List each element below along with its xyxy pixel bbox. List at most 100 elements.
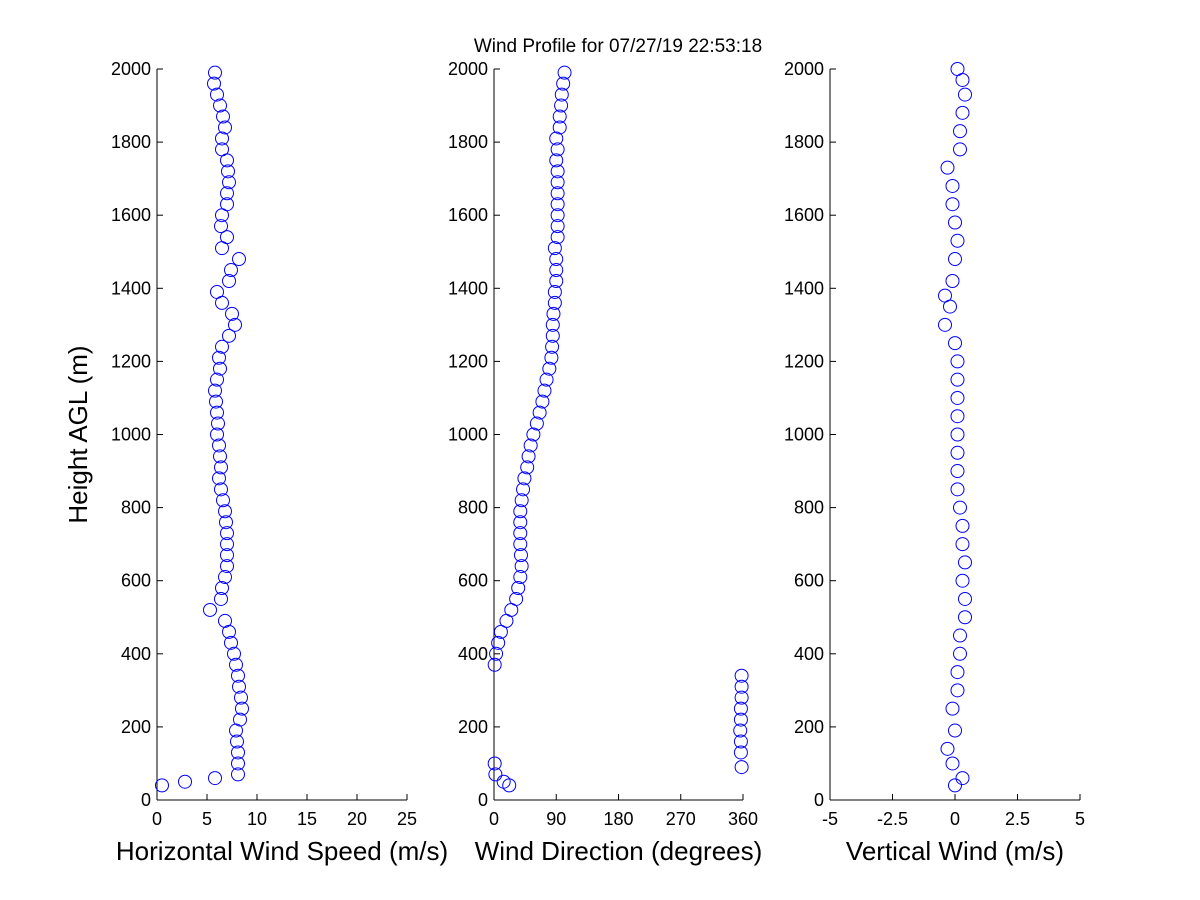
- point: [231, 668, 245, 683]
- point: [487, 657, 502, 672]
- point: [215, 142, 229, 157]
- y-tick-label: 2000: [448, 59, 488, 79]
- y-tick-label: 1800: [111, 132, 151, 152]
- x-axis-label: Horizontal Wind Speed (m/s): [116, 836, 448, 866]
- point: [208, 65, 222, 80]
- point: [529, 416, 544, 431]
- point: [233, 712, 247, 727]
- x-tick-label: 180: [603, 809, 633, 829]
- point: [955, 537, 970, 552]
- y-tick-label: 0: [814, 790, 824, 810]
- point: [213, 449, 227, 464]
- point: [513, 548, 528, 563]
- point: [542, 361, 557, 376]
- y-tick-label: 200: [458, 717, 488, 737]
- point: [511, 581, 526, 596]
- point: [155, 778, 169, 793]
- point: [544, 350, 559, 365]
- point: [210, 372, 224, 387]
- point: [214, 460, 228, 475]
- point: [550, 197, 565, 212]
- point: [550, 175, 565, 190]
- point: [234, 690, 248, 705]
- point: [222, 328, 236, 343]
- y-tick-label: 1000: [448, 425, 488, 445]
- x-tick-label: 5: [1075, 809, 1085, 829]
- point: [208, 771, 222, 786]
- y-tick-label: 1200: [784, 351, 824, 371]
- point: [220, 186, 234, 201]
- point: [948, 723, 962, 738]
- y-tick-label: 0: [141, 790, 151, 810]
- point: [212, 350, 226, 365]
- point: [178, 774, 192, 789]
- y-tick-label: 1200: [448, 351, 488, 371]
- point: [212, 471, 226, 486]
- point: [554, 87, 569, 102]
- x-tick-label: 0: [152, 809, 162, 829]
- point: [958, 87, 972, 102]
- point: [218, 504, 232, 519]
- point: [513, 537, 528, 552]
- point: [549, 273, 564, 288]
- point: [214, 591, 228, 606]
- point: [552, 109, 567, 124]
- x-tick-label: 15: [297, 809, 317, 829]
- point: [550, 164, 565, 179]
- y-tick-label: 600: [458, 571, 488, 591]
- y-tick-label: 800: [458, 498, 488, 518]
- point: [950, 482, 965, 497]
- y-tick-label: 1600: [448, 205, 488, 225]
- point: [547, 295, 562, 310]
- y-tick-label: 1400: [448, 278, 488, 298]
- y-tick-label: 200: [121, 717, 151, 737]
- point: [224, 635, 238, 650]
- point: [219, 515, 233, 530]
- x-tick-label: -5: [822, 809, 838, 829]
- figure-title: Wind Profile for 07/27/19 22:53:18: [474, 36, 762, 57]
- point: [545, 317, 560, 332]
- point: [220, 537, 234, 552]
- point: [212, 438, 226, 453]
- point: [220, 526, 234, 541]
- point: [228, 317, 242, 332]
- point: [220, 230, 234, 245]
- point: [948, 778, 962, 793]
- point: [733, 712, 748, 727]
- y-tick-label: 400: [458, 644, 488, 664]
- x-tick-label: 25: [397, 809, 417, 829]
- y-tick-label: 400: [121, 644, 151, 664]
- point: [950, 665, 965, 680]
- point: [733, 745, 748, 760]
- point: [545, 339, 560, 354]
- point: [950, 62, 965, 76]
- point: [210, 405, 224, 420]
- point: [516, 482, 531, 497]
- point: [734, 668, 749, 683]
- point: [955, 105, 970, 120]
- point: [950, 427, 965, 442]
- point: [215, 339, 229, 354]
- y-tick-label: 1800: [784, 132, 824, 152]
- point: [948, 252, 962, 267]
- point: [215, 131, 229, 146]
- point: [231, 745, 245, 760]
- point: [210, 284, 224, 299]
- point: [550, 186, 565, 201]
- point: [950, 409, 965, 424]
- y-tick-label: 1600: [784, 205, 824, 225]
- point: [513, 515, 528, 530]
- point: [514, 559, 529, 574]
- point: [945, 756, 960, 771]
- y-tick-label: 1800: [448, 132, 488, 152]
- point: [940, 741, 955, 756]
- point: [229, 723, 243, 738]
- point: [214, 482, 228, 497]
- point: [953, 142, 967, 157]
- point: [940, 160, 955, 175]
- y-tick-label: 600: [794, 571, 824, 591]
- y-tick-label: 1000: [111, 425, 151, 445]
- point: [955, 518, 970, 533]
- point: [549, 263, 564, 278]
